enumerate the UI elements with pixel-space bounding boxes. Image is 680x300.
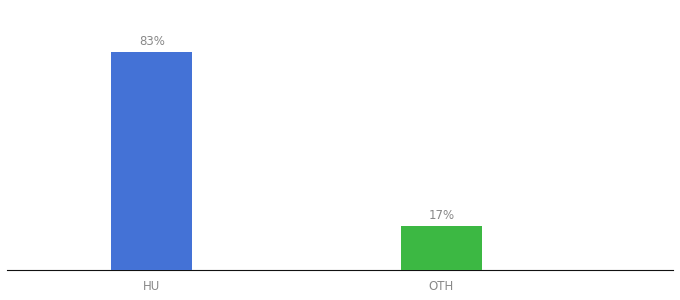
Bar	[112, 52, 192, 270]
Text: 17%: 17%	[428, 208, 454, 222]
Bar	[401, 226, 482, 270]
Text: 83%: 83%	[139, 35, 165, 48]
